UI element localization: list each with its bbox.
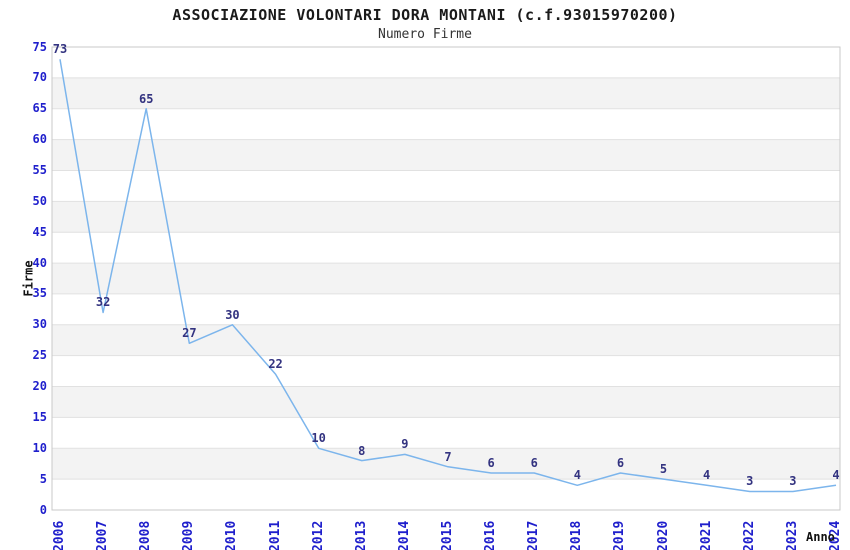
- x-axis-title: Anno: [806, 530, 835, 544]
- x-tick-label: 2021: [698, 520, 714, 550]
- x-tick-label: 2008: [138, 520, 154, 550]
- y-tick-label: 20: [32, 379, 47, 394]
- x-tick-label: 2014: [396, 520, 412, 550]
- y-tick-label: 40: [32, 255, 47, 270]
- data-label: 32: [95, 295, 111, 310]
- x-tick-label: 2020: [655, 520, 671, 550]
- plot-band: [52, 448, 840, 480]
- plot-band: [52, 139, 840, 171]
- x-tick-label: 2015: [440, 520, 455, 550]
- plot-band: [52, 324, 840, 356]
- data-label: 9: [401, 437, 409, 452]
- x-tick-label: 2009: [181, 520, 197, 550]
- x-tick-label: 2011: [267, 520, 283, 550]
- y-tick-label: 60: [32, 132, 47, 147]
- data-label: 73: [52, 42, 68, 57]
- chart-title: ASSOCIAZIONE VOLONTARI DORA MONTANI (c.f…: [172, 6, 678, 24]
- x-tick-label: 2012: [310, 520, 326, 550]
- data-label: 5: [659, 462, 668, 477]
- x-tick-label: 2023: [784, 520, 800, 550]
- y-tick-label: 75: [32, 39, 47, 54]
- data-label: 8: [358, 443, 366, 458]
- x-tick-label: 2018: [569, 520, 585, 550]
- data-label: 7: [444, 449, 452, 464]
- data-label: 4: [832, 468, 840, 483]
- y-tick-label: 65: [32, 101, 47, 116]
- data-label: 4: [573, 468, 581, 483]
- data-label: 22: [268, 357, 283, 372]
- y-tick-label: 50: [32, 193, 47, 208]
- y-tick-label: 5: [39, 471, 47, 486]
- x-tick-label: 2019: [612, 520, 628, 550]
- y-tick-label: 15: [32, 409, 47, 424]
- data-label: 10: [311, 431, 326, 446]
- data-label: 6: [487, 455, 495, 470]
- x-tick-label: 2010: [224, 520, 240, 550]
- data-label: 6: [616, 455, 625, 470]
- y-tick-label: 0: [39, 502, 47, 517]
- x-tick-label: 2016: [483, 520, 499, 550]
- y-tick-label: 25: [32, 348, 47, 363]
- plot-band: [52, 386, 840, 418]
- plot-border: [51, 46, 841, 511]
- plot-band: [52, 201, 840, 233]
- plot-band: [52, 77, 840, 109]
- data-label: 4: [703, 468, 711, 483]
- y-tick-label: 70: [32, 70, 47, 85]
- data-label: 30: [225, 307, 240, 322]
- y-tick-label: 10: [32, 440, 47, 455]
- x-tick-label: 2013: [353, 520, 369, 550]
- y-tick-label: 55: [32, 162, 47, 177]
- y-tick-label: 45: [32, 224, 47, 239]
- x-tick-label: 2006: [52, 520, 67, 550]
- data-label: 27: [182, 326, 197, 341]
- x-tick-label: 2017: [526, 520, 542, 550]
- data-label: 3: [789, 474, 797, 489]
- x-tick-label: 2007: [95, 520, 111, 550]
- series-line: [59, 59, 837, 493]
- x-tick-label: 2022: [741, 520, 757, 550]
- plot-band: [52, 263, 840, 294]
- y-tick-label: 30: [32, 317, 47, 332]
- data-label: 6: [530, 455, 538, 470]
- data-label: 3: [746, 474, 754, 489]
- y-tick-label: 35: [32, 286, 47, 301]
- data-label: 65: [138, 91, 154, 106]
- chart-subtitle: Numero Firme: [378, 27, 472, 42]
